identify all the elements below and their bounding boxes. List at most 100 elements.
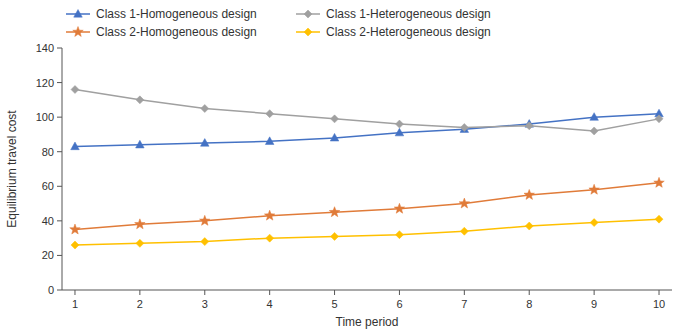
y-axis-line: [62, 48, 63, 290]
data-point: [135, 219, 145, 229]
data-point: [395, 120, 403, 128]
data-point: [330, 133, 339, 141]
series: [71, 85, 663, 134]
data-point: [394, 203, 404, 213]
x-tick: [659, 290, 660, 295]
legend-swatch-marker: [304, 28, 312, 36]
data-point: [654, 177, 664, 187]
legend-item: Class 2-Homogeneous design: [66, 25, 257, 39]
x-tick: [269, 290, 270, 295]
legend-swatch-marker: [304, 10, 312, 18]
axes: 0 20 40 60 80 100 120 140 1 2 3 4 5 6 7 8 9 10 Time period…: [5, 42, 672, 329]
legend-item: Class 2-Heterogeneous design: [296, 25, 491, 39]
data-point: [264, 210, 274, 220]
series-line: [75, 219, 659, 245]
y-tick-label: 20: [42, 249, 54, 261]
data-point: [590, 113, 599, 121]
y-tick-label: 120: [36, 77, 54, 89]
x-tick: [464, 290, 465, 295]
x-axis-label: Time period: [336, 315, 399, 329]
x-tick-label: 4: [267, 298, 273, 310]
data-point: [460, 124, 468, 132]
data-point: [201, 105, 209, 113]
legend-label: Class 1-Heterogeneous design: [326, 7, 491, 21]
y-tick: [57, 255, 62, 256]
y-tick-label: 140: [36, 42, 54, 54]
legend-item: Class 1-Homogeneous design: [66, 7, 257, 21]
data-point: [655, 215, 663, 223]
legend-label: Class 1-Homogeneous design: [96, 7, 257, 21]
x-tick-label: 10: [653, 298, 665, 310]
x-tick-label: 2: [137, 298, 143, 310]
x-tick-label: 9: [591, 298, 597, 310]
legend-swatch-marker: [73, 27, 83, 37]
data-point: [201, 238, 209, 246]
series-line: [75, 89, 659, 130]
data-point: [460, 227, 468, 235]
legend: Class 1-Homogeneous design Class 2-Homoge…: [66, 7, 491, 39]
y-tick-label: 40: [42, 215, 54, 227]
legend-label: Class 2-Homogeneous design: [96, 25, 257, 39]
x-tick-label: 8: [526, 298, 532, 310]
x-tick: [204, 290, 205, 295]
data-point: [265, 137, 274, 145]
data-point: [590, 127, 598, 135]
data-point: [70, 224, 80, 234]
data-point: [200, 215, 210, 225]
series-line: [75, 183, 659, 230]
legend-swatch-marker: [74, 10, 83, 18]
series: [71, 215, 663, 249]
data-point: [525, 122, 533, 130]
y-tick-label: 80: [42, 146, 54, 158]
page: {"chart_data": {"type": "line", "xlabel"…: [0, 0, 686, 334]
y-tick: [57, 151, 62, 152]
y-axis-label: Equilibrium travel cost: [5, 110, 19, 228]
y-tick: [57, 82, 62, 83]
y-tick-label: 0: [48, 284, 54, 296]
data-point: [655, 115, 663, 123]
chart: 0 20 40 60 80 100 120 140 1 2 3 4 5 6 7 8 9 10 Time period…: [0, 0, 686, 334]
x-tick: [334, 290, 335, 295]
data-point: [71, 241, 79, 249]
plot-data: [70, 85, 665, 249]
x-tick-label: 3: [202, 298, 208, 310]
data-point: [331, 115, 339, 123]
data-point: [71, 85, 79, 93]
legend-item: Class 1-Heterogeneous design: [296, 7, 491, 21]
x-tick-label: 1: [72, 298, 78, 310]
data-point: [395, 128, 404, 136]
data-point: [395, 231, 403, 239]
data-point: [459, 198, 469, 208]
x-axis-line: [62, 290, 672, 291]
data-point: [589, 184, 599, 194]
y-tick: [57, 48, 62, 49]
y-tick: [57, 186, 62, 187]
data-point: [524, 189, 534, 199]
series-line: [75, 114, 659, 147]
data-point: [136, 239, 144, 247]
y-tick-label: 100: [36, 111, 54, 123]
data-point: [266, 234, 274, 242]
series: [70, 177, 665, 234]
data-point: [329, 207, 339, 217]
y-tick: [57, 290, 62, 291]
x-tick-label: 5: [331, 298, 337, 310]
data-point: [525, 222, 533, 230]
x-tick: [139, 290, 140, 295]
x-tick: [594, 290, 595, 295]
data-point: [266, 110, 274, 118]
data-point: [71, 142, 80, 150]
legend-label: Class 2-Heterogeneous design: [326, 25, 491, 39]
x-tick-label: 7: [461, 298, 467, 310]
x-tick: [399, 290, 400, 295]
data-point: [136, 140, 145, 148]
data-point: [136, 96, 144, 104]
y-tick: [57, 220, 62, 221]
data-point: [590, 219, 598, 227]
x-tick-label: 6: [396, 298, 402, 310]
data-point: [200, 139, 209, 147]
x-tick: [529, 290, 530, 295]
x-tick: [74, 290, 75, 295]
y-tick: [57, 117, 62, 118]
y-tick-label: 60: [42, 180, 54, 192]
